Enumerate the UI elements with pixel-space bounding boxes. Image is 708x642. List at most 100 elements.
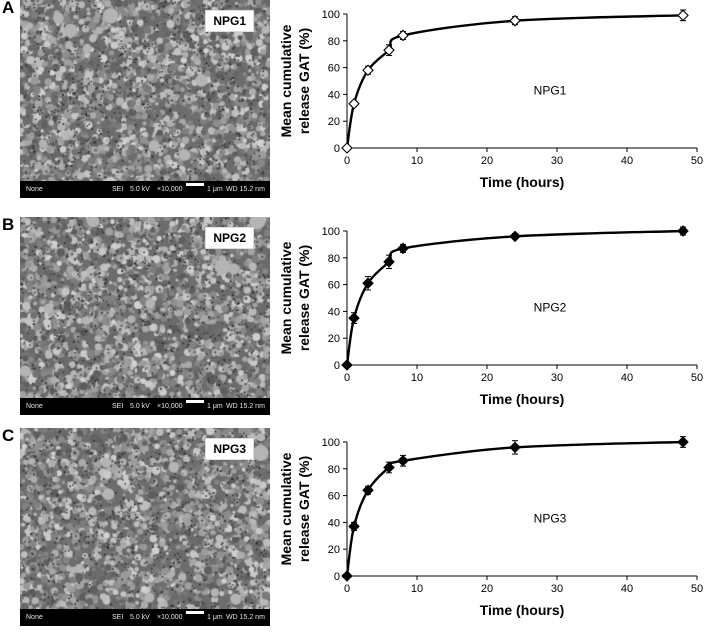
- series-line: [345, 14, 684, 149]
- sem-scale: 1 μm: [207, 186, 223, 193]
- data-point: [383, 461, 395, 474]
- x-tick-label: 20: [481, 372, 493, 384]
- x-tick-label: 0: [344, 155, 350, 167]
- sem-mode: SEI: [112, 403, 124, 410]
- y-tick-label: 20: [328, 333, 340, 345]
- series-annotation: NPG1: [534, 83, 567, 97]
- data-point: [509, 441, 521, 454]
- data-point: [397, 29, 409, 42]
- release-chart: 0 20 40 60 80 100 0 10 20 30 40 50 Time (hours) Mean …: [278, 225, 703, 407]
- y-tick-label: 20: [328, 116, 340, 128]
- release-chart: 0 20 40 60 80 100 0 10 20 30 40 50 Time (hours) Mean …: [278, 436, 703, 618]
- data-point: [677, 225, 689, 237]
- x-tick-label: 10: [411, 372, 423, 384]
- series-line: [345, 229, 684, 366]
- y-tick-label: 40: [328, 89, 340, 101]
- data-point: [677, 9, 689, 22]
- sem-scale-bar: [186, 611, 204, 614]
- panel-letter: A: [2, 0, 15, 17]
- x-axis-label: Time (hours): [480, 602, 565, 618]
- sem-scale-bar: [186, 400, 204, 403]
- x-tick-label: 30: [551, 583, 563, 595]
- x-tick-label: 0: [344, 583, 350, 595]
- sem-voltage: 5.0 kV: [130, 403, 150, 410]
- sem-texture: [20, 428, 270, 626]
- y-axis-label-line2: release GAT (%): [296, 245, 312, 351]
- x-tick-label: 20: [481, 583, 493, 595]
- sem-magnification: ×10,000: [157, 403, 183, 410]
- data-point: [348, 520, 360, 533]
- sem-label: NPG2: [205, 227, 254, 249]
- y-tick-label: 0: [334, 360, 340, 372]
- x-axis-label: Time (hours): [480, 391, 565, 407]
- data-point: [677, 436, 689, 448]
- panel-c: C NPG3 None SEI 5.0 kV ×10,000 1 μm WD 1…: [0, 426, 708, 642]
- sem-wd: WD 15.2 nm: [226, 186, 265, 193]
- sem-info-bar: None SEI 5.0 kV ×10,000 1 μm WD 15.2 nm: [20, 398, 270, 415]
- y-tick-label: 60: [328, 63, 340, 75]
- sem-voltage: 5.0 kV: [130, 186, 150, 193]
- y-axis-label-line1: Mean cumulative: [278, 24, 294, 137]
- data-point: [397, 242, 409, 255]
- x-tick-label: 10: [411, 583, 423, 595]
- x-tick-label: 30: [551, 372, 563, 384]
- y-tick-label: 0: [334, 143, 340, 155]
- sem-image: NPG1 None SEI 5.0 kV ×10,000 1 μm WD 15.…: [20, 0, 270, 198]
- data-point: [397, 454, 409, 467]
- panel-letter: C: [2, 426, 15, 445]
- x-tick-label: 50: [691, 583, 703, 595]
- y-tick-label: 0: [334, 571, 340, 583]
- sem-label: NPG1: [205, 10, 254, 32]
- sem-image: NPG3 None SEI 5.0 kV ×10,000 1 μm WD 15.…: [20, 428, 270, 626]
- y-tick-label: 100: [322, 437, 340, 449]
- sem-scale: 1 μm: [207, 403, 223, 410]
- sem-scale-bar: [186, 183, 204, 186]
- y-axis-label: Mean cumulative release GAT (%): [278, 241, 312, 354]
- y-tick-label: 20: [328, 544, 340, 556]
- y-tick-label: 80: [328, 464, 340, 476]
- y-axis-label-line2: release GAT (%): [296, 456, 312, 562]
- y-axis-label-line1: Mean cumulative: [278, 452, 294, 565]
- data-point: [362, 64, 374, 77]
- y-axis-label: Mean cumulative release GAT (%): [278, 24, 312, 137]
- sem-info-bar: None SEI 5.0 kV ×10,000 1 μm WD 15.2 nm: [20, 609, 270, 626]
- panel-letter: B: [2, 215, 15, 234]
- sem-detector: None: [26, 186, 43, 193]
- data-point: [341, 359, 353, 371]
- series-line: [345, 440, 684, 577]
- x-tick-label: 10: [411, 155, 423, 167]
- sem-wd: WD 15.2 nm: [226, 403, 265, 410]
- y-axis-label: Mean cumulative release GAT (%): [278, 452, 312, 565]
- data-point: [362, 484, 374, 497]
- data-point: [362, 277, 374, 290]
- x-axis-label: Time (hours): [480, 174, 565, 190]
- y-tick-label: 60: [328, 280, 340, 292]
- sem-scale: 1 μm: [207, 614, 223, 621]
- data-point: [383, 256, 395, 268]
- x-tick-label: 50: [691, 372, 703, 384]
- release-chart: 0 20 40 60 80 100 0 10 20 30 40 50 Time (hours) Mean …: [278, 9, 703, 190]
- sem-texture: [20, 217, 270, 415]
- sem-detector: None: [26, 614, 43, 621]
- panel-b: B NPG2 None SEI 5.0 kV ×10,000 1 μm WD 1…: [0, 215, 708, 431]
- x-tick-label: 30: [551, 155, 563, 167]
- sem-magnification: ×10,000: [157, 186, 183, 193]
- sem-voltage: 5.0 kV: [130, 614, 150, 621]
- x-tick-label: 0: [344, 372, 350, 384]
- series-annotation: NPG2: [534, 300, 567, 314]
- sem-image: NPG2 None SEI 5.0 kV ×10,000 1 μm WD 15.…: [20, 217, 270, 415]
- x-tick-label: 20: [481, 155, 493, 167]
- sem-info-bar: None SEI 5.0 kV ×10,000 1 μm WD 15.2 nm: [20, 181, 270, 198]
- y-tick-label: 100: [322, 226, 340, 238]
- x-tick-label: 50: [691, 155, 703, 167]
- x-tick-label: 40: [621, 155, 633, 167]
- y-tick-label: 40: [328, 306, 340, 318]
- data-point: [383, 44, 395, 56]
- data-point: [341, 570, 353, 582]
- panel-a: A NPG1 None SEI 5.0 kV ×10,000 1 μm WD 1…: [0, 0, 708, 214]
- sem-label: NPG3: [205, 438, 254, 460]
- y-tick-label: 80: [328, 36, 340, 48]
- data-point: [509, 14, 521, 27]
- y-tick-label: 100: [322, 9, 340, 21]
- y-tick-label: 80: [328, 253, 340, 265]
